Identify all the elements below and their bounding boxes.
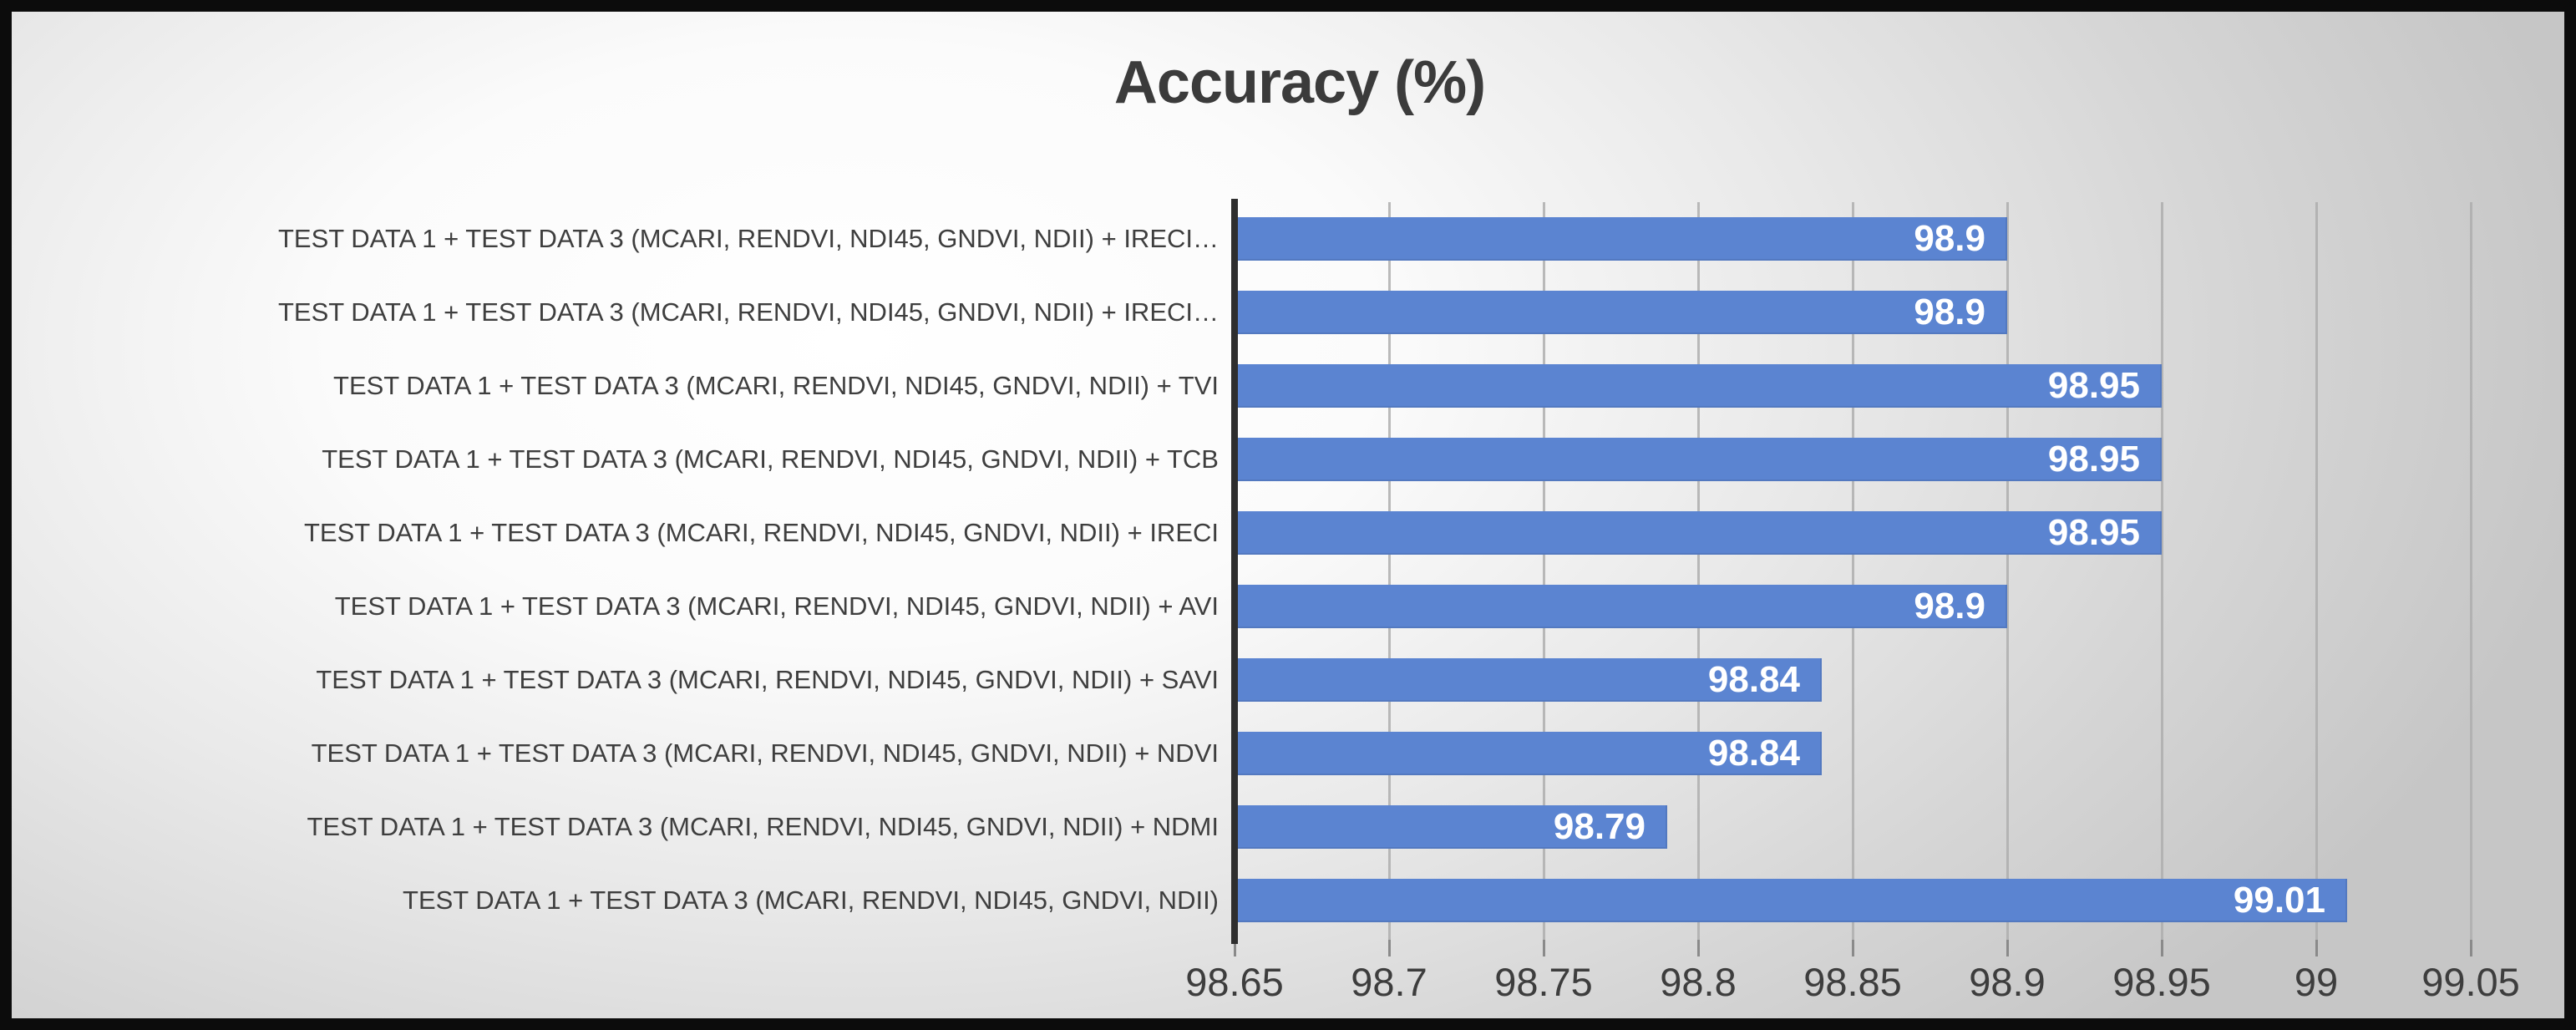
bar-row: 98.95 <box>1235 364 2471 408</box>
x-axis-tick-label: 98.8 <box>1660 960 1737 1004</box>
y-axis-line <box>1231 199 1238 944</box>
x-axis-tick-label: 99.05 <box>2421 960 2520 1004</box>
x-axis-tick-label: 98.75 <box>1494 960 1593 1004</box>
category-label: TEST DATA 1 + TEST DATA 3 (MCARI, RENDVI… <box>278 224 1219 253</box>
gridline <box>2161 202 2163 940</box>
x-axis-tick-mark <box>2470 940 2472 956</box>
gridline <box>1543 202 1545 940</box>
bar <box>1235 732 1822 775</box>
bar-value-label: 98.84 <box>1707 733 1800 774</box>
x-axis-tick-labels: 98.65 98.7 98.75 98.8 98.85 98.9 98.95 99 99.05 <box>1185 952 2520 1011</box>
category-label: TEST DATA 1 + TEST DATA 3 (MCARI, RENDVI… <box>333 371 1219 400</box>
category-label: TEST DATA 1 + TEST DATA 3 (MCARI, RENDVI… <box>304 518 1219 547</box>
x-axis-tick-label: 98.7 <box>1351 960 1427 1004</box>
gridline <box>2470 202 2472 940</box>
bar <box>1235 438 2162 481</box>
category-label: TEST DATA 1 + TEST DATA 3 (MCARI, RENDVI… <box>307 812 1219 841</box>
bar-value-label: 98.95 <box>2047 365 2140 406</box>
bar <box>1235 879 2347 922</box>
bar-value-label: 98.9 <box>1914 218 1985 259</box>
bar <box>1235 585 2007 628</box>
x-axis-tick-mark <box>1234 940 1236 956</box>
category-label: TEST DATA 1 + TEST DATA 3 (MCARI, RENDVI… <box>334 591 1219 621</box>
x-axis-tick-label: 99 <box>2294 960 2339 1004</box>
gridline <box>2006 202 2009 940</box>
bar-value-label: 98.95 <box>2047 512 2140 553</box>
bar-value-label: 98.84 <box>1707 659 1800 700</box>
x-axis-tick-mark <box>2315 940 2318 956</box>
bar-row: 98.79 <box>1235 805 2471 849</box>
bar-value-label: 98.79 <box>1553 806 1645 847</box>
category-label: TEST DATA 1 + TEST DATA 3 (MCARI, RENDVI… <box>322 444 1219 474</box>
gridline <box>1852 202 1854 940</box>
x-axis-tick-mark <box>1852 940 1854 956</box>
chart-title: Accuracy (%) <box>1113 49 1486 116</box>
x-axis-tick-mark <box>2161 940 2163 956</box>
bar <box>1235 291 2007 334</box>
x-axis-tick-mark <box>2006 940 2009 956</box>
category-label: TEST DATA 1 + TEST DATA 3 (MCARI, RENDVI… <box>278 297 1219 327</box>
plot-area: 98.9 98.9 98.95 98.95 98.95 98.9 98.84 98.84 98.… <box>1234 202 2472 956</box>
category-axis-labels: TEST DATA 1 + TEST DATA 3 (MCARI, RENDVI… <box>37 202 1219 937</box>
bar-row: 98.84 <box>1235 732 2471 775</box>
bar <box>1235 658 1822 702</box>
category-label: TEST DATA 1 + TEST DATA 3 (MCARI, RENDVI… <box>311 738 1219 768</box>
gridline <box>1388 202 1391 940</box>
gridline <box>1697 202 1700 940</box>
x-axis-tick-label: 98.85 <box>1803 960 1902 1004</box>
bar-row: 98.95 <box>1235 438 2471 481</box>
bar <box>1235 805 1667 849</box>
bar-value-label: 98.9 <box>1914 586 1985 627</box>
x-axis-tick-mark <box>1543 940 1545 956</box>
bar-row: 98.9 <box>1235 585 2471 628</box>
x-axis-tick-mark <box>1697 940 1700 956</box>
bar-value-label: 98.95 <box>2047 439 2140 479</box>
category-label: TEST DATA 1 + TEST DATA 3 (MCARI, RENDVI… <box>316 665 1219 694</box>
x-axis-tick-label: 98.95 <box>2112 960 2211 1004</box>
gridline <box>2315 202 2318 940</box>
bar-value-label: 99.01 <box>2233 880 2325 921</box>
category-label: TEST DATA 1 + TEST DATA 3 (MCARI, RENDVI… <box>403 885 1219 915</box>
bar-row: 98.95 <box>1235 511 2471 555</box>
bar-value-label: 98.9 <box>1914 292 1985 332</box>
bar-row: 98.9 <box>1235 217 2471 261</box>
bar-row: 98.9 <box>1235 291 2471 334</box>
bar <box>1235 364 2162 408</box>
x-axis-tick-label: 98.65 <box>1185 960 1284 1004</box>
bar-row: 99.01 <box>1235 879 2471 922</box>
bar-row: 98.84 <box>1235 658 2471 702</box>
x-axis-tick-label: 98.9 <box>1969 960 2046 1004</box>
bar <box>1235 217 2007 261</box>
x-axis-tick-mark <box>1388 940 1391 956</box>
bar <box>1235 511 2162 555</box>
